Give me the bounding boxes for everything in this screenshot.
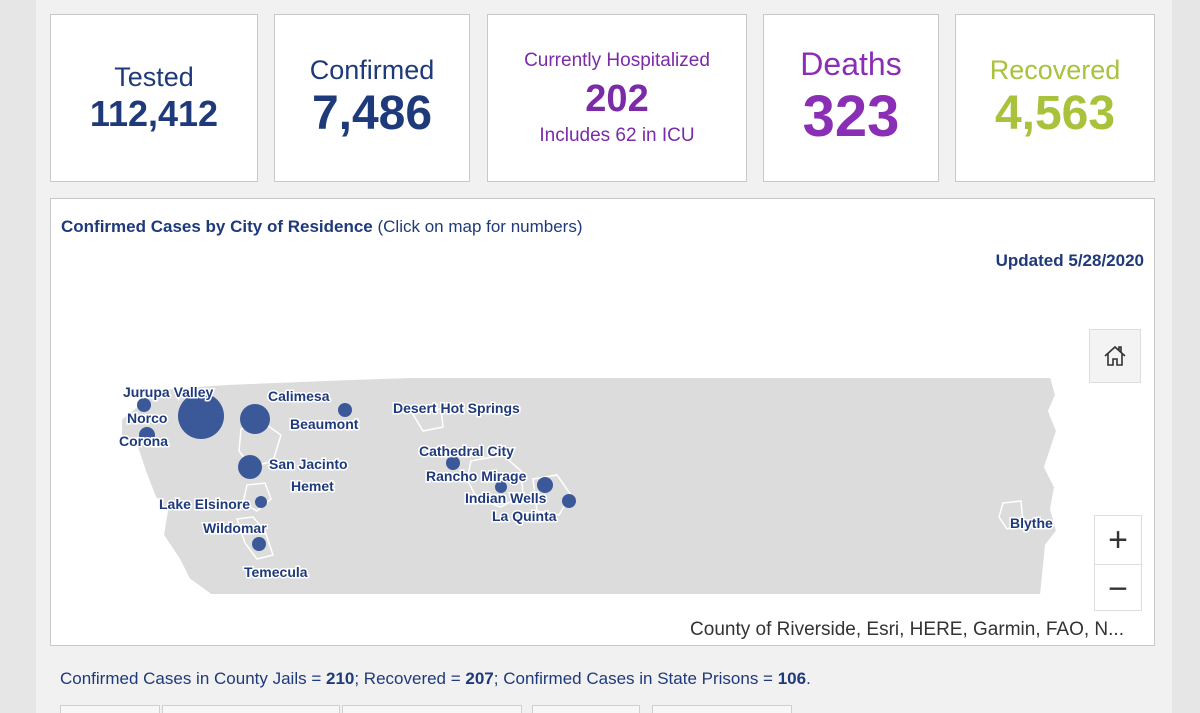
city-label-cathedral-city: Cathedral City	[419, 443, 514, 459]
bubble-beaumont[interactable]	[338, 403, 352, 417]
recovered-value: 4,563	[994, 87, 1116, 140]
confirmed-value: 7,486	[311, 87, 433, 140]
jail-recovered-value: 207	[465, 669, 494, 688]
city-label-san-jacinto: San Jacinto	[269, 456, 348, 472]
city-label-lake-elsinore: Lake Elsinore	[159, 496, 250, 512]
map-title-hint: (Click on map for numbers)	[372, 217, 583, 236]
zoom-out-button[interactable]: −	[1108, 569, 1128, 608]
city-label-rancho-mirage: Rancho Mirage	[426, 468, 527, 484]
bubble-san-jacinto[interactable]	[238, 455, 262, 479]
zoom-in-button[interactable]: +	[1095, 516, 1141, 565]
bubble-rancho-mirage[interactable]	[495, 481, 507, 493]
city-label-wildomar: Wildomar	[203, 520, 267, 536]
tested-label: Tested	[114, 61, 194, 92]
city-label-calimesa: Calimesa	[268, 388, 330, 404]
recovered-card: Recovered 4,563	[955, 14, 1155, 182]
footer-text-prisons: ; Confirmed Cases in State Prisons =	[493, 669, 778, 688]
updated-date: Updated 5/28/2020	[995, 251, 1144, 270]
county-map[interactable]: Jurupa Valley Norco Corona Calimesa Beau…	[51, 199, 1156, 647]
hospitalized-card: Currently Hospitalized 202 Includes 62 i…	[487, 14, 747, 182]
city-label-desert-hot-springs: Desert Hot Springs	[393, 400, 520, 416]
city-label-indian-wells: Indian Wells	[465, 490, 547, 506]
prison-cases-value: 106	[777, 669, 807, 688]
bubble-wildomar[interactable]	[252, 537, 266, 551]
bubble-corona[interactable]	[139, 427, 155, 443]
deaths-value: 323	[802, 84, 900, 149]
tested-card: Tested 112,412	[50, 14, 258, 182]
city-label-corona: Corona	[119, 433, 168, 449]
city-label-temecula: Temecula	[244, 564, 308, 580]
home-button[interactable]	[1089, 329, 1141, 383]
bubble-jurupa-valley[interactable]	[178, 393, 224, 439]
jail-cases-value: 210	[325, 669, 355, 688]
zoom-controls: + −	[1094, 515, 1142, 611]
icu-note: Includes 62 in ICU	[539, 124, 695, 146]
footer-note: Confirmed Cases in County Jails = 210; R…	[60, 669, 811, 689]
tab-4[interactable]	[532, 705, 640, 713]
tab-1[interactable]	[60, 705, 160, 713]
footer-text-recovered: ; Recovered =	[354, 669, 466, 688]
hospitalized-value: 202	[585, 77, 649, 120]
bubble-cathedral-city[interactable]	[446, 456, 460, 470]
bubble-la-quinta[interactable]	[562, 494, 576, 508]
deaths-card: Deaths 323	[763, 14, 939, 182]
city-label-norco: Norco	[127, 410, 167, 426]
footer-text-jails: Confirmed Cases in County Jails =	[60, 669, 326, 688]
confirmed-card: Confirmed 7,486	[274, 14, 470, 182]
tab-2[interactable]	[162, 705, 340, 713]
tested-value: 112,412	[89, 92, 219, 134]
city-label-beaumont: Beaumont	[290, 416, 359, 432]
map-title-bold: Confirmed Cases by City of Residence	[61, 217, 373, 236]
footer-text-end: .	[806, 669, 811, 688]
bottom-tabs	[50, 705, 1155, 713]
map-attribution: County of Riverside, Esri, HERE, Garmin,…	[690, 619, 1124, 640]
bubble-norco[interactable]	[137, 398, 151, 412]
bubble-indian-wells[interactable]	[537, 477, 553, 493]
hospitalized-label: Currently Hospitalized	[524, 49, 710, 71]
home-icon	[1104, 345, 1126, 366]
city-label-blythe: Blythe	[1010, 515, 1053, 531]
city-label-hemet: Hemet	[291, 478, 334, 494]
city-label-la-quinta: La Quinta	[492, 508, 557, 524]
recovered-label: Recovered	[989, 55, 1121, 85]
tab-3[interactable]	[342, 705, 522, 713]
county-shape[interactable]	[120, 376, 1059, 596]
bubble-lake-elsinore[interactable]	[255, 496, 267, 508]
city-label-jurupa-valley: Jurupa Valley	[123, 384, 213, 400]
map-title: Confirmed Cases by City of Residence (Cl…	[61, 217, 583, 237]
confirmed-label: Confirmed	[309, 55, 435, 85]
tab-5[interactable]	[652, 705, 792, 713]
bubble-calimesa[interactable]	[240, 404, 270, 434]
map-panel: Confirmed Cases by City of Residence (Cl…	[50, 198, 1155, 646]
deaths-label: Deaths	[800, 46, 902, 82]
